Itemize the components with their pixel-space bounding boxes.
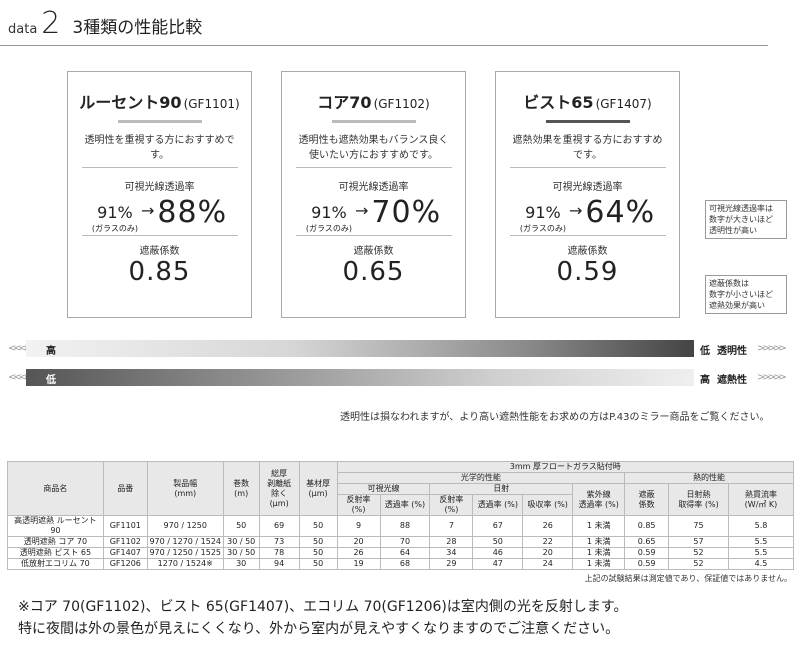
vlt-label: 可視光線透過率 (338, 182, 409, 193)
table-row: 透明遮熱 ビスト 65 GF1407 970 / 1250 / 1525 30 / 5… (7, 547, 795, 559)
bar2-right-label: 高 遮熱性 (700, 375, 747, 386)
card-separator (295, 167, 452, 168)
card-title: コア70 (GF1102) (317, 93, 430, 112)
vlt-value: 64% (585, 195, 656, 230)
header-thermal: 熱的性能 (624, 472, 794, 484)
card-title: ルーセント90 (GF1101) (79, 93, 240, 112)
header-roll: 巻数 (m) (222, 461, 260, 516)
bar1-right-label: 低 透明性 (700, 346, 747, 357)
chevron-left-icon: <<<<< (8, 343, 38, 354)
vlt-values: 91% (ガラスのみ) → 88% (91, 195, 228, 233)
product-card-lucent90: ルーセント90 (GF1101) 透明性を重視する方におすすめです。 可視光線透過… (67, 71, 252, 318)
chevron-right-icon: >>>>> (757, 372, 787, 383)
chevron-left-icon: <<<<< (8, 372, 38, 383)
card-separator (509, 167, 666, 168)
section-number: 2 (41, 6, 61, 41)
vlt-value: 88% (157, 195, 228, 230)
card-description: 透明性も遮熱効果もバランス良く 使いたい方におすすめです。 (298, 135, 449, 161)
bottom-note: ※コア 70(GF1102)、ビスト 65(GF1407)、エコリム 70(GF… (18, 599, 628, 637)
card-separator (81, 167, 238, 168)
coef-label: 遮蔽係数 (567, 246, 608, 257)
coef-label: 遮蔽係数 (139, 246, 180, 257)
vlt-value: 70% (371, 195, 442, 230)
header-shgc: 日射熱 取得率 (%) (668, 483, 729, 516)
header-width: 製品幅 (mm) (146, 461, 224, 516)
header-divider (0, 45, 768, 46)
card-title: ビスト65 (GF1407) (523, 93, 652, 112)
vlt-label: 可視光線透過率 (124, 182, 195, 193)
product-card-core70: コア70 (GF1102) 透明性も遮熱効果もバランス良く 使いたい方におすすめです… (281, 71, 466, 318)
card-description: 遮熱効果を重視する方におすすめです。 (512, 135, 663, 161)
header-optical: 光学的性能 (336, 472, 626, 484)
section-title: 3種類の性能比較 (72, 18, 203, 38)
vlt-label: 可視光線透過率 (552, 182, 623, 193)
bar2-left-label: 低 (46, 375, 56, 386)
header-sc: 遮蔽 係数 (624, 483, 670, 516)
header-total: 総厚 剥離紙 除く (μm) (258, 461, 300, 516)
coef-value: 0.59 (556, 257, 619, 287)
card-description: 透明性を重視する方におすすめです。 (84, 135, 235, 161)
arrow-icon: → (141, 201, 155, 220)
header-code: 品番 (102, 461, 148, 516)
card-separator (295, 235, 452, 236)
header-top: 3mm 厚フロートガラス貼付時 (336, 461, 795, 473)
header-sol-trans: 透過率 (%) (472, 494, 524, 516)
card-underline (331, 120, 416, 123)
section-label: data (8, 22, 38, 37)
bar1-left-label: 高 (46, 346, 56, 357)
table-row: 低放射エコリム 70 GF1206 1270 / 1524※ 30 94 50 19 68 29… (7, 558, 795, 570)
card-separator (509, 235, 666, 236)
chevron-right-icon: >>>>> (757, 343, 787, 354)
mirror-product-note: 透明性は損なわれますが、より高い遮熱性能をお求めの方はP.43のミラー商品をご覧… (340, 412, 770, 423)
product-card-vist65: ビスト65 (GF1407) 遮熱効果を重視する方におすすめです。 可視光線透過率… (495, 71, 680, 318)
header-sol-abs: 吸収率 (%) (522, 494, 574, 516)
vlt-note: 可視光線透過率は 数字が大きいほど 透明性が高い (705, 200, 787, 239)
card-underline (117, 120, 202, 123)
table-footnote: 上記の試験結果は測定値であり、保証値ではありません。 (584, 574, 792, 583)
spec-table: 商品名 品番 製品幅 (mm) 巻数 (m) 総厚 剥離紙 除く (μm) 基材厚 (μm)… (7, 461, 795, 570)
heat-shield-bar (26, 369, 694, 386)
arrow-icon: → (569, 201, 583, 220)
header-solar: 日射 (429, 483, 574, 495)
header-vis-trans: 透過率 (%) (379, 494, 431, 516)
header-uv: 紫外線 透過率 (%) (572, 483, 626, 516)
vlt-values: 91% (ガラスのみ) → 64% (519, 195, 656, 233)
table-row: 高透明遮熱 ルーセント 90 GF1101 970 / 1250 50 69 50 9 88 7… (7, 515, 795, 537)
arrow-icon: → (355, 201, 369, 220)
header-u: 熱貫流率 (W/㎡ K) (727, 483, 795, 516)
coef-label: 遮蔽係数 (353, 246, 394, 257)
card-underline (545, 120, 630, 123)
header-base: 基材厚 (μm) (298, 461, 338, 516)
coef-value: 0.85 (128, 257, 191, 287)
coef-value: 0.65 (342, 257, 405, 287)
header-visible: 可視光線 (336, 483, 431, 495)
card-separator (81, 235, 238, 236)
section-header: data 2 3種類の性能比較 (8, 6, 202, 42)
header-name: 商品名 (7, 461, 104, 516)
header-sol-refl: 反射率 (%) (429, 494, 474, 516)
vlt-values: 91% (ガラスのみ) → 70% (305, 195, 442, 233)
coef-note: 遮蔽係数は 数字が小さいほど 遮熱効果が高い (705, 275, 787, 314)
header-vis-refl: 反射率 (%) (336, 494, 381, 516)
transparency-bar (26, 340, 694, 357)
table-row: 透明遮熱 コア 70 GF1102 970 / 1270 / 1524 30 / 50… (7, 536, 795, 548)
